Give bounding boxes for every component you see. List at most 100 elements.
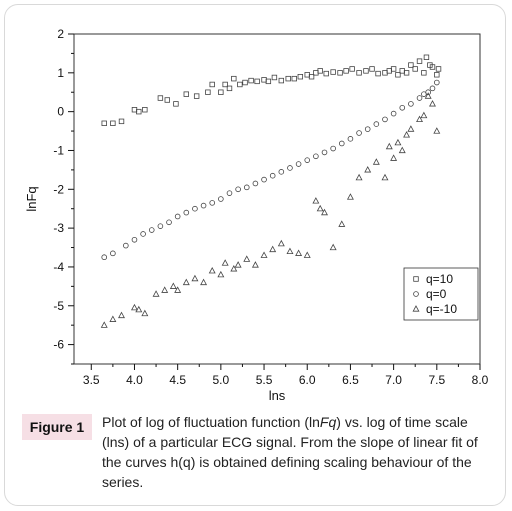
data-point-square	[157, 95, 164, 101]
plot-border	[73, 33, 481, 365]
data-point-triangle	[118, 311, 125, 319]
data-point-circle	[295, 161, 302, 167]
data-point-circle	[157, 223, 164, 229]
data-point-circle	[390, 110, 397, 117]
y-tick-label: -6	[53, 338, 64, 352]
data-point-square	[222, 81, 228, 88]
series-triangle	[100, 92, 441, 328]
data-point-triangle	[355, 173, 363, 181]
data-point-square	[434, 72, 440, 78]
data-point-circle	[373, 121, 380, 127]
data-point-triangle	[407, 125, 415, 132]
data-point-square	[297, 74, 304, 80]
data-point-circle	[148, 227, 155, 233]
data-point-square	[164, 97, 170, 103]
data-point-square	[421, 70, 427, 76]
x-tick-label: 5.5	[256, 373, 273, 387]
data-point-circle	[347, 136, 354, 142]
data-point-circle	[278, 169, 285, 175]
data-point-square	[408, 62, 414, 68]
data-point-triangle	[286, 247, 294, 255]
data-point-circle	[330, 145, 336, 152]
data-point-circle	[131, 236, 138, 243]
data-point-square	[226, 85, 233, 92]
series-square	[101, 54, 442, 126]
data-point-square	[369, 66, 375, 72]
data-point-square	[337, 70, 343, 76]
data-point-square	[173, 101, 179, 107]
data-point-square	[118, 118, 125, 125]
y-tick-label: 0	[57, 105, 64, 119]
data-point-square	[209, 81, 215, 88]
data-point-square	[237, 81, 243, 88]
triangle-icon	[412, 305, 420, 312]
data-point-triangle	[398, 146, 406, 154]
data-point-circle	[425, 89, 431, 96]
data-point-triangle	[303, 251, 311, 258]
y-tick-label: -2	[53, 182, 64, 196]
data-point-circle	[356, 130, 362, 136]
data-points	[100, 54, 442, 328]
data-point-square	[285, 75, 291, 82]
data-point-square	[390, 66, 397, 72]
data-point-square	[399, 68, 405, 74]
data-point-triangle	[109, 315, 117, 322]
data-point-triangle	[381, 173, 389, 181]
data-point-square	[291, 75, 297, 82]
data-point-triangle	[191, 274, 199, 282]
x-tick-label: 6.0	[299, 373, 316, 387]
data-point-triangle	[182, 278, 190, 286]
data-point-square	[382, 70, 388, 76]
data-point-square	[261, 77, 267, 83]
y-axis-title: lnFq	[24, 186, 39, 211]
data-point-circle	[192, 205, 198, 212]
data-point-triangle	[260, 251, 268, 258]
data-point-triangle	[433, 127, 441, 134]
caption-part: ) vs. log of time scale (lns) of a parti…	[102, 414, 478, 490]
data-point-square	[308, 74, 315, 80]
data-point-square	[423, 54, 430, 60]
data-point-square	[193, 93, 200, 99]
data-point-circle	[408, 101, 414, 107]
y-tick-label: -3	[53, 221, 64, 235]
data-point-square	[313, 70, 319, 76]
data-point-triangle	[269, 245, 277, 253]
data-point-square	[363, 68, 369, 74]
data-point-square	[395, 72, 401, 78]
data-point-triangle	[338, 220, 346, 227]
data-point-square	[271, 74, 278, 81]
x-axis: 3.5 4.0 4.5 5.0 5.5 6.0 6.5 7.0 7.5 8.0	[83, 364, 489, 387]
data-point-square	[304, 72, 310, 78]
data-point-circle	[434, 79, 440, 86]
caption-part: Plot of log of fluctuation function (ln	[102, 414, 320, 430]
data-point-circle	[226, 190, 233, 196]
y-tick-label: -4	[53, 260, 64, 274]
data-point-circle	[338, 140, 345, 147]
data-point-square	[356, 70, 362, 76]
data-point-triangle	[161, 286, 169, 293]
data-point-triangle	[390, 154, 398, 161]
caption-part: Fq	[319, 414, 337, 430]
data-point-triangle	[100, 321, 108, 328]
data-point-circle	[209, 200, 216, 206]
x-tick-label: 3.5	[83, 373, 100, 387]
data-point-triangle	[277, 239, 285, 247]
data-point-triangle	[416, 115, 424, 123]
x-tick-label: 7.0	[385, 373, 402, 387]
data-point-square	[343, 68, 349, 74]
data-point-square	[435, 66, 442, 72]
data-point-circle	[429, 85, 436, 92]
data-point-circle	[382, 116, 388, 123]
data-point-square	[278, 77, 285, 84]
legend-label: q=-10	[426, 302, 457, 316]
data-point-square	[349, 66, 355, 72]
square-icon	[413, 276, 419, 282]
data-point-triangle	[424, 92, 432, 99]
y-tick-label: -1	[53, 143, 64, 157]
data-point-circle	[269, 172, 276, 179]
data-point-square	[416, 58, 423, 64]
data-point-triangle	[346, 193, 354, 200]
data-point-triangle	[221, 259, 229, 266]
y-tick-label: -5	[53, 299, 64, 313]
data-point-square	[131, 107, 138, 113]
